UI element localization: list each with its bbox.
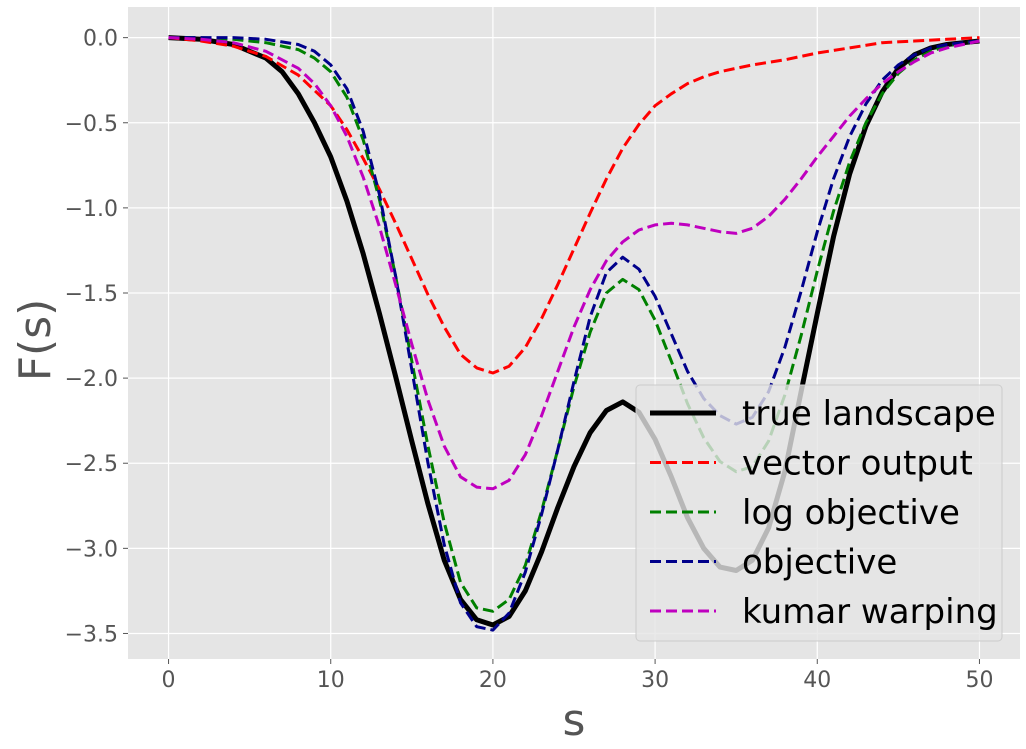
y-tick-label: −3.5: [65, 622, 118, 647]
series-line-kumar-warping: [168, 36, 980, 491]
legend: true landscape vector output log objective…: [635, 384, 1003, 642]
legend-label: true landscape: [742, 394, 996, 434]
x-tick-label: 0: [162, 668, 176, 693]
x-tick-label: 50: [965, 668, 993, 693]
y-tick-label: −1.5: [65, 282, 118, 307]
y-tick-label: −0.5: [65, 112, 118, 137]
legend-box: [635, 384, 1003, 642]
legend-label: kumar warping: [742, 592, 998, 632]
series-line-log-objective: [168, 36, 980, 613]
y-axis-ticks: 0.0 −0.5 −1.0 −1.5 −2.0 −2.5 −3.0 −3.5: [65, 27, 128, 647]
y-axis-label: F(s): [10, 299, 61, 382]
legend-label: vector output: [742, 444, 973, 484]
grid: [128, 7, 1020, 659]
x-axis-label: s: [563, 695, 586, 746]
y-tick-label: 0.0: [83, 27, 118, 52]
series-line-objective: [168, 36, 980, 632]
x-tick-label: 30: [641, 668, 669, 693]
y-tick-label: −2.0: [65, 367, 118, 392]
legend-label: log objective: [742, 493, 960, 533]
y-tick-label: −1.0: [65, 197, 118, 222]
series-line-vector-output: [168, 36, 980, 375]
x-tick-label: 40: [803, 668, 831, 693]
x-axis-ticks: 0 10 20 30 40 50: [162, 659, 993, 693]
series-line-true-landscape: [168, 35, 980, 628]
x-tick-label: 20: [479, 668, 507, 693]
y-tick-label: −3.0: [65, 537, 118, 562]
y-tick-label: −2.5: [65, 452, 118, 477]
x-tick-label: 10: [317, 668, 345, 693]
series-lines: [168, 35, 980, 632]
legend-label: objective: [742, 543, 897, 583]
